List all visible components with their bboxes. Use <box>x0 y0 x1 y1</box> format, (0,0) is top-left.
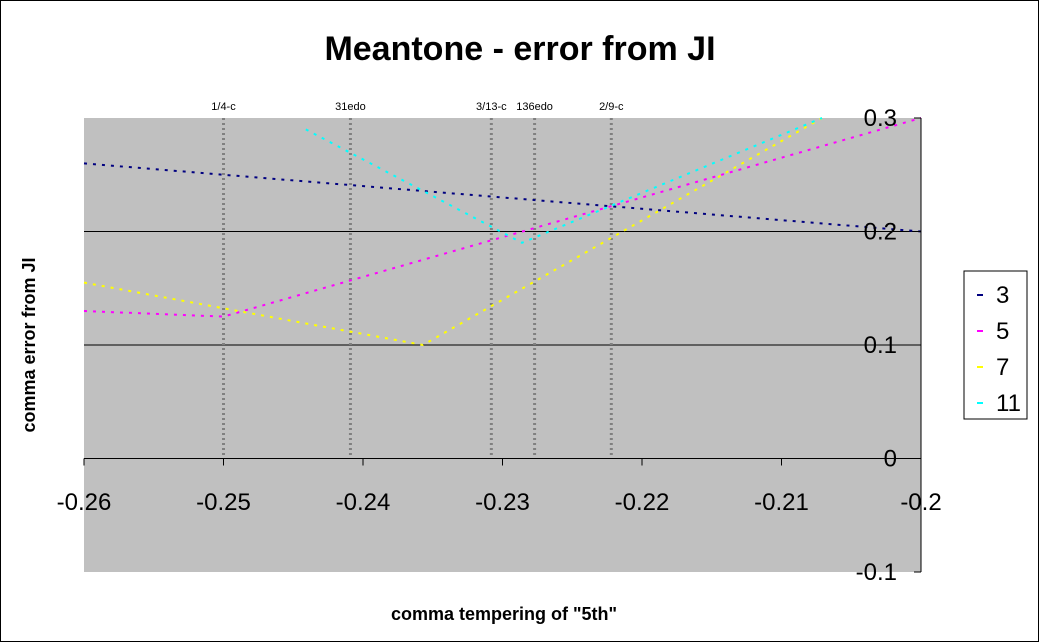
legend: 3 5 7 11 <box>963 270 1028 420</box>
series-layer <box>83 117 922 347</box>
series-line-7 <box>83 117 823 347</box>
marker-label: 31edo <box>335 101 366 113</box>
x-tick-label: -0.23 <box>475 489 530 516</box>
marker-label: 3/13-c <box>476 101 507 113</box>
legend-label-11: 11 <box>996 390 1021 417</box>
y-tick-label: 0.1 <box>864 332 897 359</box>
x-tick-label: -0.24 <box>336 489 391 516</box>
legend-label-5: 5 <box>996 318 1009 345</box>
y-axis: -0.1 0 0.1 0.2 0.3 <box>856 105 922 586</box>
y-tick-label: 0.2 <box>864 219 897 246</box>
marker-label: 2/9-c <box>599 101 624 113</box>
x-tick-label: -0.22 <box>615 489 670 516</box>
y-axis-title: comma error from JI <box>19 257 39 432</box>
legend-label-7: 7 <box>996 354 1009 381</box>
x-tick-label: -0.21 <box>754 489 809 516</box>
series-line-5 <box>83 117 922 318</box>
legend-label-3: 3 <box>996 282 1009 309</box>
marker-label: 1/4-c <box>211 101 236 113</box>
legend-items: 3 5 7 11 <box>977 282 1021 417</box>
chart-title: Meantone - error from JI <box>324 30 715 68</box>
x-tick-label: -0.25 <box>196 489 251 516</box>
y-tick-label: 0 <box>884 446 897 473</box>
series-line-11 <box>305 117 823 244</box>
y-tick-label: 0.3 <box>864 105 897 132</box>
legend-box <box>963 270 1028 420</box>
tuning-markers: 1/4-c 31edo 3/13-c 136edo 2/9-c <box>211 101 624 459</box>
x-tick-label: -0.26 <box>57 489 112 516</box>
y-tick-label: -0.1 <box>856 559 897 586</box>
x-axis-title: comma tempering of "5th" <box>391 604 617 624</box>
marker-label: 136edo <box>516 101 553 113</box>
